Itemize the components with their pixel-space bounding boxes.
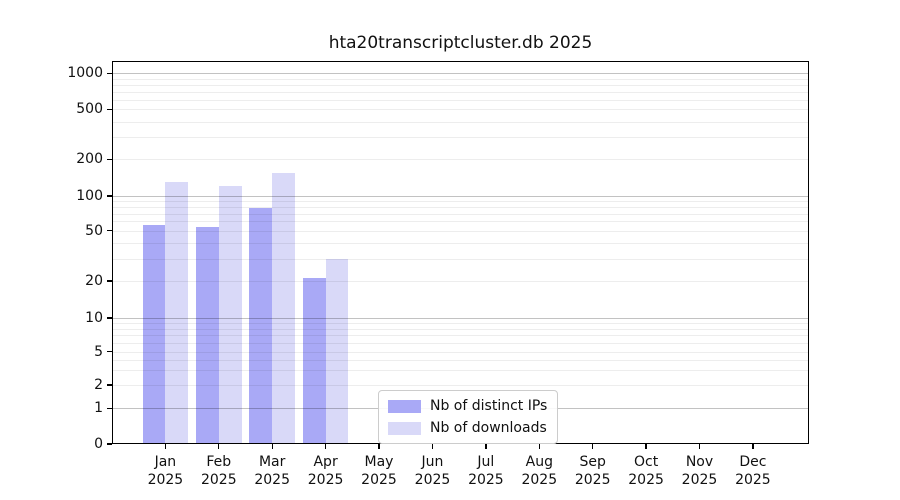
y-tick-200 — [106, 158, 112, 160]
x-tick-apr — [324, 444, 327, 449]
x-tick-sep — [592, 444, 594, 449]
gridline-8 — [112, 328, 809, 330]
x-tick-may — [378, 444, 380, 449]
bar-jan-distinct-ips — [142, 224, 166, 444]
gridline-major-10 — [112, 318, 809, 320]
x-tick-label-oct: Oct 2025 — [628, 454, 664, 489]
x-tick-label-sep: Sep 2025 — [574, 454, 611, 489]
y-tick-label-1: 1 — [94, 400, 103, 417]
x-tick-label-jun: Jun 2025 — [414, 454, 451, 489]
bar-apr-downloads — [325, 258, 349, 444]
y-tick-label-0: 0 — [94, 436, 103, 452]
y-tick-label-50: 50 — [85, 222, 103, 239]
x-tick-jan — [164, 444, 167, 449]
gridline-5 — [112, 351, 809, 353]
y-tick-label-1000: 1000 — [67, 65, 103, 82]
x-tick-label-jul: Jul 2025 — [468, 454, 504, 489]
x-tick-label-apr: Apr 2025 — [307, 454, 344, 489]
gridline-900 — [112, 78, 809, 80]
gridline-9 — [112, 323, 809, 325]
bar-mar-distinct-ips — [249, 208, 273, 444]
x-tick-dec — [752, 444, 754, 449]
grid-layer — [112, 61, 809, 444]
legend-label-distinct-ips: Nb of distinct IPs — [430, 398, 548, 414]
y-tick-20 — [106, 280, 112, 282]
y-tick-2 — [106, 384, 112, 386]
gridline-4 — [112, 359, 809, 361]
y-tick-1000 — [106, 72, 112, 74]
x-tick-label-feb: Feb 2025 — [200, 454, 237, 489]
gridline-2 — [112, 385, 809, 386]
x-tick-label-mar: Mar 2025 — [254, 454, 291, 489]
y-tick-label-10: 10 — [85, 310, 103, 326]
chart-title: hta20transcriptcluster.db 2025 — [328, 33, 593, 53]
gridline-40 — [112, 242, 809, 244]
y-tick-label-200: 200 — [76, 151, 103, 168]
y-tick-50 — [106, 229, 112, 232]
gridline-50 — [112, 230, 809, 232]
y-tick-1 — [106, 407, 112, 409]
y-tick-label-20: 20 — [85, 273, 103, 289]
gridline-90 — [112, 201, 809, 203]
plot-area: Nb of distinct IPs Nb of downloads 0 1 2 5 1… — [67, 61, 809, 488]
gridline-700 — [112, 91, 809, 93]
x-tick-label-aug: Aug 2025 — [521, 454, 558, 489]
x-tick-mar — [271, 444, 273, 449]
x-tick-nov — [698, 444, 701, 449]
bar-mar-downloads — [272, 172, 295, 444]
y-tick-100 — [106, 195, 112, 197]
gridline-20 — [112, 281, 809, 282]
gridline-6 — [112, 342, 809, 344]
y-tick-label-2: 2 — [94, 377, 103, 393]
gridline-7 — [112, 335, 809, 337]
gridline-major-1000 — [112, 73, 809, 75]
legend-swatch-downloads — [388, 421, 421, 435]
gridline-70 — [112, 213, 809, 215]
x-tick-label-jan: Jan 2025 — [147, 454, 184, 489]
x-tick-feb — [218, 444, 220, 449]
bar-feb-distinct-ips — [196, 226, 219, 444]
x-tick-aug — [538, 444, 540, 449]
gridline-400 — [112, 121, 809, 123]
bar-apr-distinct-ips — [302, 278, 326, 444]
bar-feb-downloads — [218, 186, 242, 444]
legend-item-distinct-ips: Nb of distinct IPs — [388, 398, 547, 414]
y-tick-label-100: 100 — [76, 188, 103, 204]
gridline-200 — [112, 159, 809, 161]
legend-label-downloads: Nb of downloads — [430, 420, 547, 436]
gridline-major-100 — [112, 196, 809, 198]
y-tick-10 — [106, 317, 112, 319]
gridline-80 — [112, 207, 809, 209]
gridline-30 — [112, 258, 809, 260]
x-tick-label-dec: Dec 2025 — [735, 454, 771, 489]
legend-item-downloads: Nb of downloads — [388, 420, 547, 436]
gridline-3 — [112, 370, 809, 372]
gridline-60 — [112, 221, 809, 223]
y-tick-5 — [106, 351, 112, 353]
gridline-300 — [112, 137, 809, 139]
y-tick-0 — [106, 443, 112, 445]
legend: Nb of distinct IPs Nb of downloads — [378, 390, 559, 444]
y-tick-label-5: 5 — [94, 343, 103, 360]
x-tick-jun — [431, 444, 434, 449]
x-tick-jul — [485, 444, 487, 449]
x-tick-label-nov: Nov 2025 — [681, 454, 718, 489]
legend-swatch-distinct-ips — [388, 399, 421, 413]
bars-layer — [112, 61, 809, 444]
y-tick-500 — [106, 108, 112, 110]
x-tick-oct — [645, 444, 647, 449]
x-tick-label-may: May 2025 — [361, 454, 397, 489]
y-tick-label-500: 500 — [76, 101, 103, 118]
bar-jan-downloads — [165, 182, 189, 444]
gridline-600 — [112, 99, 809, 101]
gridline-800 — [112, 84, 809, 86]
gridline-500 — [112, 109, 809, 111]
